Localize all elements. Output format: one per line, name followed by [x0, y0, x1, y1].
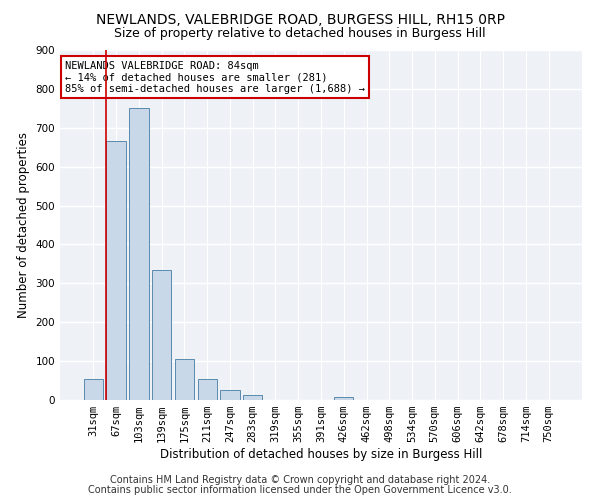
Bar: [220, 390, 239, 400]
Text: Contains public sector information licensed under the Open Government Licence v3: Contains public sector information licen…: [88, 485, 512, 495]
Text: NEWLANDS, VALEBRIDGE ROAD, BURGESS HILL, RH15 0RP: NEWLANDS, VALEBRIDGE ROAD, BURGESS HILL,…: [95, 12, 505, 26]
Bar: [175, 359, 194, 400]
Y-axis label: Number of detached properties: Number of detached properties: [17, 132, 30, 318]
Bar: [243, 395, 262, 400]
Bar: [152, 270, 172, 400]
Bar: [334, 397, 353, 400]
X-axis label: Distribution of detached houses by size in Burgess Hill: Distribution of detached houses by size …: [160, 448, 482, 461]
Bar: [129, 108, 149, 400]
Text: Size of property relative to detached houses in Burgess Hill: Size of property relative to detached ho…: [114, 28, 486, 40]
Bar: [106, 142, 126, 400]
Text: NEWLANDS VALEBRIDGE ROAD: 84sqm
← 14% of detached houses are smaller (281)
85% o: NEWLANDS VALEBRIDGE ROAD: 84sqm ← 14% of…: [65, 60, 365, 94]
Bar: [197, 378, 217, 400]
Bar: [84, 378, 103, 400]
Text: Contains HM Land Registry data © Crown copyright and database right 2024.: Contains HM Land Registry data © Crown c…: [110, 475, 490, 485]
